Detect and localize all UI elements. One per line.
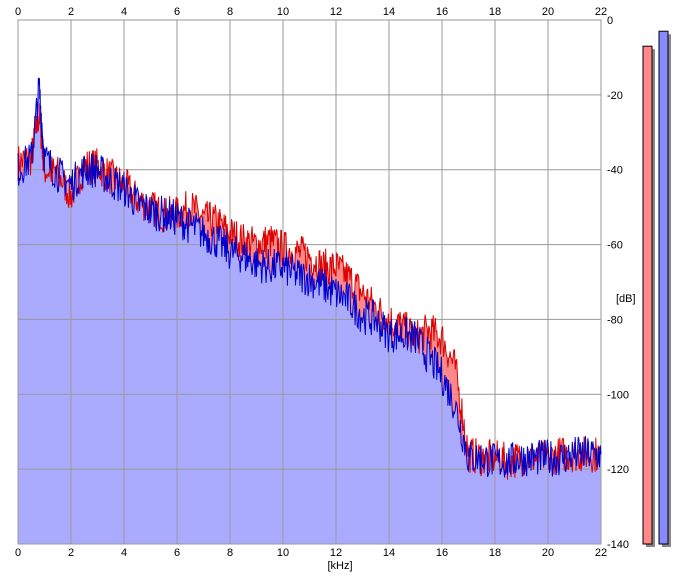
x-tick-label-bottom: 6 [174,547,180,559]
y-tick-label: -60 [607,240,623,252]
x-tick-label-top: 14 [383,6,395,18]
y-tick-label: -120 [607,464,629,476]
x-tick-label-top: 4 [121,6,127,18]
level-meter-bar [642,45,653,545]
series-2-line [17,77,602,478]
x-tick-label-top: 18 [489,6,501,18]
x-tick-label-bottom: 20 [542,547,554,559]
x-tick-label-bottom: 14 [383,547,395,559]
x-tick-label-top: 16 [436,6,448,18]
x-tick-label-bottom: 10 [277,547,289,559]
x-tick-label-bottom: 12 [330,547,342,559]
y-axis-label: [dB] [616,293,636,305]
y-tick-label: -40 [607,165,623,177]
x-tick-label-top: 0 [15,6,21,18]
x-tick-label-bottom: 16 [436,547,448,559]
x-tick-label-top: 2 [68,6,74,18]
level-meter-bar [658,30,669,545]
series-1-line [17,103,602,480]
y-tick-label: -100 [607,389,629,401]
y-tick-label: -20 [607,90,623,102]
x-tick-label-top: 6 [174,6,180,18]
x-tick-label-bottom: 4 [121,547,127,559]
level-meters [642,30,671,547]
y-tick-label: -140 [607,539,629,551]
x-tick-label-top: 20 [542,6,554,18]
x-tick-label-bottom: 0 [15,547,21,559]
x-axis-label: [kHz] [327,560,352,572]
x-tick-label-top: 22 [595,6,607,18]
x-tick-label-top: 8 [227,6,233,18]
axis-tick-labels: 002244668810101212141416161818202022220-… [15,6,629,559]
x-tick-label-bottom: 22 [595,547,607,559]
x-tick-label-top: 12 [330,6,342,18]
series-2-area [18,78,601,544]
y-tick-label: 0 [607,15,613,27]
spectrum-line-layer [17,77,602,480]
y-tick-label: -80 [607,314,623,326]
x-tick-label-bottom: 2 [68,547,74,559]
x-tick-label-bottom: 8 [227,547,233,559]
x-tick-label-bottom: 18 [489,547,501,559]
x-tick-label-top: 10 [277,6,289,18]
